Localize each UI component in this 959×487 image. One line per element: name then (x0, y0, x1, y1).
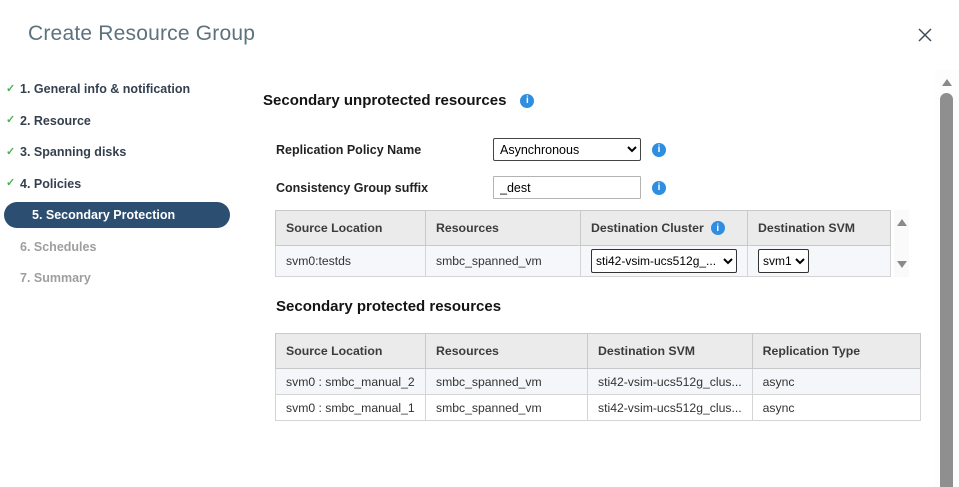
table-header-row: Source Location Resources Destination SV… (275, 333, 921, 369)
column-header: Destination Cluster i (580, 210, 748, 246)
destination-svm-select[interactable]: svm1 (758, 249, 809, 273)
destination-cluster-select[interactable]: sti42-vsim-ucs512g_... (591, 249, 737, 273)
destination-svm-cell: svm1 (747, 245, 891, 277)
table-row: svm0:testds smbc_spanned_vm sti42-vsim-u… (275, 245, 891, 277)
wizard-step-spanning-disks[interactable]: ✓ 3. Spanning disks (0, 139, 246, 165)
replication-type-cell: async (751, 368, 921, 395)
info-icon[interactable]: i (652, 142, 666, 157)
source-location-cell: svm0:testds (275, 245, 426, 277)
resources-cell: smbc_spanned_vm (425, 394, 588, 421)
check-icon: ✓ (6, 145, 16, 158)
table-header-row: Source Location Resources Destination Cl… (275, 210, 891, 246)
info-icon[interactable]: i (520, 93, 535, 108)
replication-type-cell: async (751, 394, 921, 421)
destination-svm-cell: sti42-vsim-ucs512g_clus... (587, 368, 753, 395)
check-icon: ✓ (6, 82, 16, 95)
page-title: Create Resource Group (28, 22, 256, 45)
close-icon (916, 26, 934, 49)
table-scrollbar[interactable] (894, 210, 909, 277)
source-location-cell: svm0 : smbc_manual_2 (275, 368, 426, 395)
wizard-step-schedules: 6. Schedules (0, 234, 246, 260)
check-icon: ✓ (6, 114, 16, 126)
table-row: svm0 : smbc_manual_1 smbc_spanned_vm sti… (275, 394, 921, 421)
wizard-step-summary: 7. Summary (0, 265, 246, 291)
wizard-step-label: 2. Resource (20, 113, 91, 128)
wizard-step-label: 5. Secondary Protection (32, 208, 176, 222)
column-header: Source Location (275, 210, 426, 246)
wizard-sidebar: ✓ 1. General info & notification ✓ 2. Re… (0, 76, 246, 297)
info-icon[interactable]: i (652, 180, 666, 195)
wizard-step-label: 3. Spanning disks (20, 145, 127, 159)
column-header: Destination SVM (747, 210, 891, 246)
unprotected-resources-table-wrap: Source Location Resources Destination Cl… (275, 210, 909, 277)
wizard-step-label: 6. Schedules (20, 239, 97, 254)
check-icon: ✓ (6, 177, 16, 189)
close-button[interactable] (913, 25, 937, 49)
scroll-down-icon[interactable] (896, 261, 907, 268)
wizard-step-general-info[interactable]: ✓ 1. General info & notification (0, 76, 246, 102)
wizard-step-label: 4. Policies (20, 176, 82, 191)
cg-suffix-label: Consistency Group suffix (276, 180, 429, 195)
vertical-scrollbar[interactable] (935, 70, 959, 487)
replication-policy-row: Replication Policy Name Asynchronous i (276, 138, 666, 161)
destination-svm-cell: sti42-vsim-ucs512g_clus... (587, 394, 753, 421)
column-header: Destination SVM (587, 333, 753, 369)
protected-resources-table: Source Location Resources Destination SV… (275, 333, 921, 421)
table-row: svm0 : smbc_manual_2 smbc_spanned_vm sti… (275, 368, 921, 395)
wizard-step-label: 7. Summary (20, 271, 91, 285)
resources-cell: smbc_spanned_vm (425, 368, 588, 395)
column-header: Replication Type (751, 333, 921, 369)
unprotected-resources-table: Source Location Resources Destination Cl… (275, 210, 891, 277)
wizard-step-resource[interactable]: ✓ 2. Resource (0, 108, 246, 134)
cg-suffix-input[interactable] (493, 176, 641, 199)
scroll-up-icon[interactable] (896, 219, 907, 226)
column-header: Source Location (275, 333, 426, 369)
unprotected-resources-heading: Secondary unprotected resources (263, 92, 507, 109)
info-icon[interactable]: i (710, 221, 725, 235)
destination-cluster-cell: sti42-vsim-ucs512g_... (580, 245, 748, 277)
scrollbar-thumb[interactable] (940, 93, 953, 487)
wizard-step-secondary-protection[interactable]: 5. Secondary Protection (4, 202, 230, 228)
secondary-protection-panel: Secondary unprotected resources i Replic… (263, 92, 923, 487)
source-location-cell: svm0 : smbc_manual_1 (275, 394, 426, 421)
scroll-up-icon[interactable] (942, 79, 952, 86)
replication-policy-label: Replication Policy Name (276, 142, 422, 157)
protected-resources-heading: Secondary protected resources (276, 298, 502, 315)
column-header: Resources (425, 333, 588, 369)
wizard-step-label: 1. General info & notification (20, 82, 191, 96)
wizard-step-policies[interactable]: ✓ 4. Policies (0, 171, 246, 197)
column-header: Resources (425, 210, 581, 246)
replication-policy-select[interactable]: Asynchronous (493, 138, 641, 161)
resources-cell: smbc_spanned_vm (425, 245, 581, 277)
cg-suffix-row: Consistency Group suffix i (276, 176, 666, 199)
